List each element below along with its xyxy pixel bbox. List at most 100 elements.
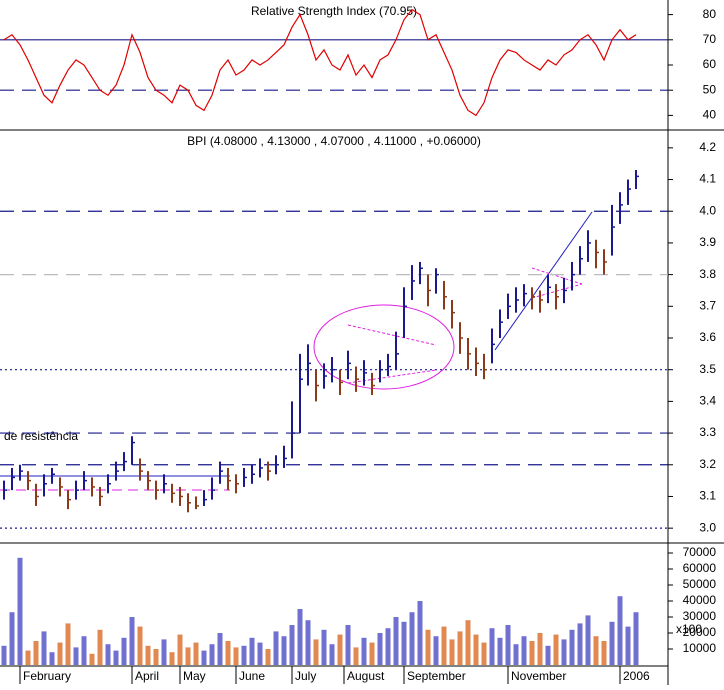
y-tick-label: 10000 — [683, 641, 717, 655]
y-tick-label: 4.0 — [699, 203, 716, 217]
volume-bar — [329, 644, 335, 665]
volume-bar — [553, 634, 559, 665]
y-tick-label: 50000 — [683, 577, 717, 591]
volume-bar — [177, 634, 183, 665]
volume-bar — [1, 645, 7, 665]
rsi-line — [3, 8, 637, 117]
volume-bar — [81, 636, 87, 665]
volume-bar — [225, 641, 231, 665]
volume-bar — [305, 620, 311, 665]
volume-bar — [161, 639, 167, 665]
volume-bar — [489, 628, 495, 665]
y-tick-label: 3.6 — [699, 330, 716, 344]
annotation: de resistência — [4, 429, 78, 443]
y-tick-label: 40 — [703, 108, 717, 122]
volume-bar — [625, 626, 631, 665]
volume-bar — [273, 631, 279, 665]
volume-bar — [345, 625, 351, 665]
volume-bar — [601, 641, 607, 665]
trend-line — [347, 324, 437, 346]
volume-bar — [137, 626, 143, 665]
volume-bar — [321, 629, 327, 665]
volume-bar — [537, 633, 543, 665]
volume-bar — [529, 641, 535, 665]
rsi-title: Relative Strength Index (70.95) — [251, 4, 417, 18]
volume-bar — [473, 634, 479, 665]
volume-bar — [73, 647, 79, 665]
x-tick-label: June — [239, 669, 265, 683]
pattern-ellipse — [313, 304, 455, 390]
volume-bar — [201, 650, 207, 665]
volume-bar — [441, 626, 447, 665]
y-tick-label: 3.1 — [699, 489, 716, 503]
volume-bar — [425, 629, 431, 665]
volume-bar — [129, 617, 135, 665]
volume-bar — [241, 645, 247, 665]
volume-bar — [433, 636, 439, 665]
volume-bar — [49, 652, 55, 665]
volume-bar — [617, 596, 623, 665]
volume-bar — [89, 653, 95, 665]
y-tick-label: 4.1 — [699, 172, 716, 186]
y-tick-label: 60 — [703, 57, 717, 71]
volume-bar — [561, 639, 567, 665]
volume-bar — [457, 631, 463, 665]
trend-line — [531, 267, 583, 285]
volume-bar — [481, 642, 487, 665]
volume-bar — [25, 650, 31, 665]
volume-bar — [97, 629, 103, 665]
volume-bar — [169, 652, 175, 665]
x-tick-label: 2006 — [623, 669, 650, 683]
trend-line — [494, 211, 593, 351]
volume-bar — [9, 612, 15, 665]
volume-bar — [585, 615, 591, 665]
y-tick-label: 70 — [703, 32, 717, 46]
volume-bar — [401, 621, 407, 665]
x-tick-label: February — [23, 669, 71, 683]
volume-bar — [465, 620, 471, 665]
volume-bar — [361, 637, 367, 665]
volume-bar — [233, 647, 239, 665]
y-tick-label: 30000 — [683, 609, 717, 623]
y-tick-label: 3.3 — [699, 425, 716, 439]
volume-bar — [497, 637, 503, 665]
volume-bar — [33, 641, 39, 665]
y-tick-label: 3.8 — [699, 267, 716, 281]
volume-bar — [593, 636, 599, 665]
volume-bar — [449, 639, 455, 665]
volume-bar — [297, 609, 303, 665]
y-tick-label: 80 — [703, 7, 717, 21]
x-tick-label: July — [295, 669, 316, 683]
volume-bar — [105, 644, 111, 665]
x-tick-label: May — [183, 669, 206, 683]
volume-bar — [121, 637, 127, 665]
y-tick-label: 40000 — [683, 593, 717, 607]
volume-bar — [249, 637, 255, 665]
volume-bar — [193, 642, 199, 665]
y-tick-label: 3.0 — [699, 520, 716, 534]
volume-bar — [353, 647, 359, 665]
y-tick-label: 4.2 — [699, 140, 716, 154]
x-tick-label: August — [347, 669, 385, 683]
volume-bar — [369, 642, 375, 665]
volume-bar — [217, 633, 223, 665]
volume-bar — [569, 629, 575, 665]
volume-bar — [145, 645, 151, 665]
y-tick-label: 20000 — [683, 625, 717, 639]
price-title: BPI (4.08000 , 4.13000 , 4.07000 , 4.110… — [187, 134, 481, 148]
y-tick-label: 3.7 — [699, 298, 716, 312]
volume-bar — [377, 633, 383, 665]
x-tick-label: November — [511, 669, 566, 683]
volume-bar — [313, 639, 319, 665]
x-tick-label: September — [407, 669, 466, 683]
volume-bar — [17, 557, 23, 665]
y-tick-label: 70000 — [683, 545, 717, 559]
volume-bar — [337, 634, 343, 665]
volume-unit: x100 — [676, 622, 702, 636]
volume-bar — [113, 650, 119, 665]
volume-bar — [153, 649, 159, 665]
volume-bar — [41, 631, 47, 665]
x-tick-label: April — [135, 669, 159, 683]
